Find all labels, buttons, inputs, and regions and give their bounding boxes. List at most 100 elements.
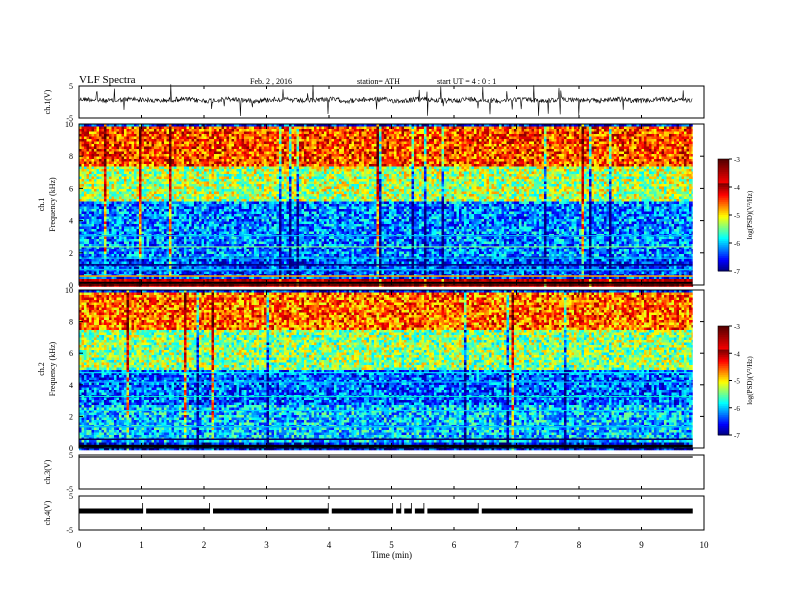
ch1-spec-cell — [177, 187, 180, 190]
ch1-spec-cell — [117, 227, 120, 230]
ch1-spec-cell — [242, 182, 245, 185]
ch1-spec-cell — [137, 279, 140, 282]
ch1-spec-cell — [117, 194, 120, 197]
ch1-spec-cell — [182, 239, 185, 242]
ch1-spec-cell — [162, 239, 165, 242]
ch1-spec-cell — [114, 192, 117, 195]
ch1-spec-cell — [187, 127, 190, 130]
ch1-spec-cell — [159, 159, 162, 162]
ch1-spec-cell — [124, 159, 127, 162]
ch1-spec-cell — [239, 157, 242, 160]
ch1-spec-cell — [159, 217, 162, 220]
ch1-spec-cell — [92, 132, 95, 135]
ch1-spec-cell — [169, 219, 172, 222]
ch1-spec-cell — [202, 217, 205, 220]
ch1-spec-cell — [232, 222, 235, 225]
ch1-spec-cell — [129, 279, 132, 282]
ch1-spec-cell — [162, 227, 165, 230]
ch1-spec-cell — [142, 254, 145, 257]
ch1-spec-cell — [129, 157, 132, 160]
ch1-spec-cell — [244, 202, 247, 205]
ch1-spec-cell — [84, 162, 87, 165]
ch1-spec-cell — [237, 149, 240, 152]
ch1-spec-cell — [137, 217, 140, 220]
ch1-spec-cell — [222, 222, 225, 225]
ch1-spec-cell — [257, 254, 260, 257]
ch1-spec-cell — [167, 224, 170, 227]
ch1-spec-cell — [134, 174, 137, 177]
ch1-spec-cell — [184, 202, 187, 205]
ch1-spec-cell — [82, 222, 85, 225]
ch1-spec-cell — [172, 139, 175, 142]
ch1-spec-cell — [209, 177, 212, 180]
ch1-spec-cell — [182, 144, 185, 147]
ch1-spec-cell — [212, 132, 215, 135]
ch1-spec-cell — [239, 212, 242, 215]
ch1-spec-cell — [94, 197, 97, 200]
ch1-spec-cell — [244, 279, 247, 282]
ch1-spec-cell — [224, 242, 227, 245]
ch1-spec-cell — [144, 229, 147, 232]
ch1-spec-cell — [224, 142, 227, 145]
ch1-spec-cell — [249, 249, 252, 252]
ch1-spec-cell — [257, 139, 260, 142]
ch1-spec-cell — [184, 219, 187, 222]
ch1-spec-cell — [154, 219, 157, 222]
ch1-spec-cell — [132, 217, 135, 220]
ch1-spec-cell — [114, 279, 117, 282]
ch1-spec-cell — [82, 262, 85, 265]
ch1-spec-cell — [107, 162, 110, 165]
ch1-spec-cell — [104, 229, 107, 232]
ch1-spec-cell — [262, 267, 265, 270]
ch1-spec-cell — [139, 194, 142, 197]
ch1-spec-cell — [179, 259, 182, 262]
ch1-spec-cell — [92, 224, 95, 227]
ch1-spec-cell — [124, 134, 127, 137]
ch1-spec-cell — [259, 252, 262, 255]
ch1-spec-cell — [199, 224, 202, 227]
ch1-spec-cell — [134, 217, 137, 220]
ch1-spec-cell — [254, 189, 257, 192]
ch1-spec-cell — [169, 222, 172, 225]
ch1-spec-cell — [242, 147, 245, 150]
ch1-spec-cell — [132, 227, 135, 230]
ch1-spec-cell — [157, 207, 160, 210]
ch1-spec-cell — [254, 214, 257, 217]
ch1-spec-cell — [82, 277, 85, 280]
ch1-spec-cell — [152, 192, 155, 195]
ch1-spec-cell — [164, 254, 167, 257]
ch1-spec-cell — [232, 169, 235, 172]
ch1-spec-cell — [179, 192, 182, 195]
ch1-spec-cell — [162, 267, 165, 270]
ch1-spec-cell — [177, 272, 180, 275]
ch1-spec-cell — [192, 162, 195, 165]
ch1-spec-cell — [139, 244, 142, 247]
ch1-spec-cell — [112, 154, 115, 157]
ch1-spec-cell — [132, 184, 135, 187]
ch1-spec-cell — [182, 142, 185, 145]
ch1-spec-cell — [262, 227, 265, 230]
ch1-spec-cell — [252, 194, 255, 197]
ch1-spec-cell — [249, 137, 252, 140]
ch1-spec-cell — [119, 279, 122, 282]
ch1-spec-cell — [254, 202, 257, 205]
ch1-spec-cell — [197, 144, 200, 147]
ch1-spec-cell — [92, 209, 95, 212]
ch1-spec-cell — [232, 174, 235, 177]
ch1-spec-cell — [157, 244, 160, 247]
ch1-spec-cell — [164, 152, 167, 155]
ch1-spec-cell — [177, 207, 180, 210]
ch1-spec-cell — [99, 189, 102, 192]
ch1-spec-cell — [147, 202, 150, 205]
ch1-spec-cell — [187, 147, 190, 150]
ch1-spec-cell — [92, 174, 95, 177]
ch1-spec-cell — [217, 157, 220, 160]
ch1-spec-cell — [197, 192, 200, 195]
ch1-spec-cell — [119, 267, 122, 270]
ch1-spec-cell — [209, 164, 212, 167]
ch1-spec-cell — [144, 254, 147, 257]
ch1-spec-cell — [137, 209, 140, 212]
ch1-spec-cell — [87, 167, 90, 170]
ch1-spec-cell — [92, 237, 95, 240]
ch1-spec-cell — [154, 262, 157, 265]
